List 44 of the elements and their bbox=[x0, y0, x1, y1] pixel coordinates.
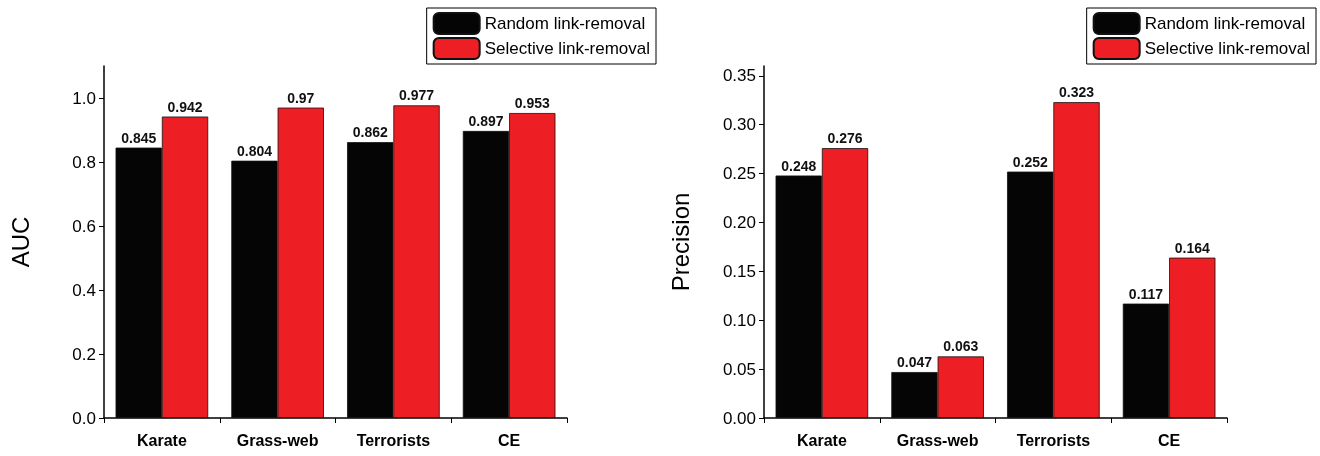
y-tick-label: 0.2 bbox=[72, 344, 96, 364]
data-label: 0.804 bbox=[236, 142, 273, 159]
legend-label: Selective link-removal bbox=[484, 39, 651, 58]
x-tick-label: Karate bbox=[136, 431, 187, 449]
data-label: 0.977 bbox=[399, 87, 435, 104]
data-label: 0.942 bbox=[167, 98, 203, 115]
legend-label: Random link-removal bbox=[484, 14, 646, 33]
y-tick-label: 0.25 bbox=[722, 164, 756, 184]
x-tick-label: Grass-web bbox=[896, 431, 979, 449]
y-tick-label: 0.35 bbox=[722, 66, 756, 86]
data-label: 0.164 bbox=[1174, 239, 1210, 256]
data-label: 0.897 bbox=[468, 112, 504, 129]
y-tick-label: 0.00 bbox=[722, 408, 756, 428]
y-tick-label: 0.20 bbox=[722, 212, 756, 232]
data-label: 0.323 bbox=[1059, 84, 1095, 101]
legend-label: Random link-removal bbox=[1144, 14, 1306, 33]
y-tick-label: 0.10 bbox=[722, 310, 756, 330]
y-axis-title: AUC bbox=[6, 216, 34, 268]
y-tick-label: 0.15 bbox=[722, 261, 756, 281]
x-tick-label: Grass-web bbox=[236, 431, 319, 449]
data-label: 0.252 bbox=[1012, 153, 1048, 170]
y-tick-label: 1.0 bbox=[72, 88, 96, 108]
legend-label: Selective link-removal bbox=[1144, 39, 1311, 58]
y-tick-label: 0.8 bbox=[72, 152, 96, 172]
data-label: 0.97 bbox=[287, 89, 315, 106]
x-tick-label: CE bbox=[1158, 431, 1181, 449]
data-label: 0.063 bbox=[943, 338, 979, 355]
data-label: 0.276 bbox=[827, 130, 863, 147]
x-tick-label: Karate bbox=[796, 431, 847, 449]
y-tick-label: 0.6 bbox=[72, 216, 96, 236]
y-tick-label: 0.0 bbox=[72, 408, 96, 428]
y-tick-label: 0.05 bbox=[722, 359, 756, 379]
x-tick-label: Terrorists bbox=[356, 431, 431, 449]
data-label: 0.248 bbox=[781, 157, 817, 174]
data-label: 0.047 bbox=[896, 354, 933, 371]
x-tick-label: Terrorists bbox=[1016, 431, 1091, 449]
y-tick-label: 0.30 bbox=[722, 115, 756, 135]
y-axis-title: Precision bbox=[666, 192, 694, 292]
data-label: 0.953 bbox=[514, 95, 550, 112]
data-label: 0.117 bbox=[1128, 285, 1164, 302]
x-tick-label: CE bbox=[498, 431, 521, 449]
data-label: 0.845 bbox=[121, 129, 157, 146]
y-tick-label: 0.4 bbox=[72, 280, 96, 300]
data-label: 0.862 bbox=[352, 124, 388, 141]
